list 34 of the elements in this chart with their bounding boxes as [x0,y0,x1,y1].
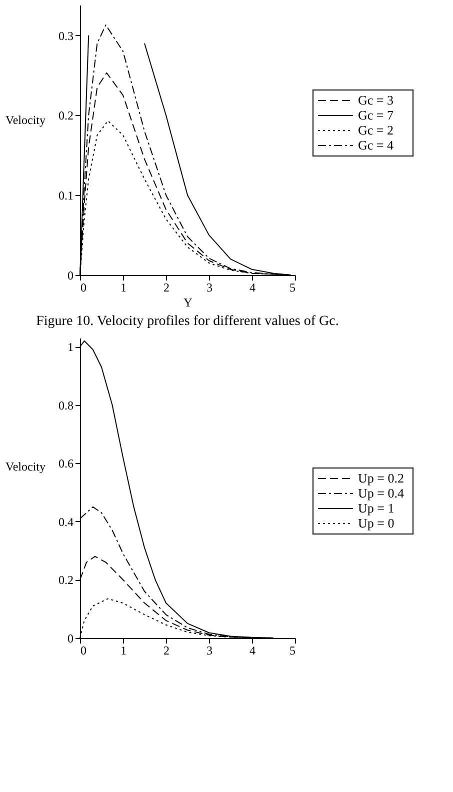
legend-label: Gc = 3 [358,92,394,108]
x-axis-title: Y [184,296,193,310]
y-tick-label: 0 [68,632,74,646]
x-tick-label: 5 [290,644,296,658]
legend-label: Up = 0.2 [358,470,404,486]
x-tick-label: 0 [80,280,86,294]
y-tick-label: 0.4 [58,514,74,529]
y-tick-label: 1 [68,340,74,354]
x-tick-label: 2 [164,644,170,658]
x-tick-label: 4 [250,644,256,658]
x-tick-label: 1 [120,280,126,294]
x-tick-label: 3 [206,280,212,294]
legend-label: Gc = 7 [358,108,394,122]
y-tick-label: 0.1 [58,188,74,203]
y-tick-label: 0.6 [58,456,74,471]
y-axis-title: Velocity [6,113,46,127]
y-axis-title: Velocity [6,460,46,474]
legend-label: Gc = 2 [358,122,394,138]
y-tick-label: 0.8 [58,398,74,412]
x-tick-label: 5 [290,280,296,294]
x-tick-label: 3 [206,644,212,658]
legend-label: Up = 0 [358,516,394,530]
x-tick-label: 2 [164,280,170,294]
y-tick-label: 0.3 [58,28,74,43]
x-tick-label: 4 [250,280,256,294]
x-tick-label: 0 [80,644,86,658]
legend-label: Up = 1 [358,500,394,516]
legend-label: Up = 0.4 [358,486,404,500]
y-tick-label: 0.2 [58,573,74,588]
y-tick-label: 0.2 [58,108,74,123]
caption: Figure 10. Velocity profiles for different values of Gc. [36,314,339,329]
legend-label: Gc = 4 [358,138,394,152]
x-tick-label: 1 [120,644,126,658]
y-tick-label: 0 [68,268,74,282]
